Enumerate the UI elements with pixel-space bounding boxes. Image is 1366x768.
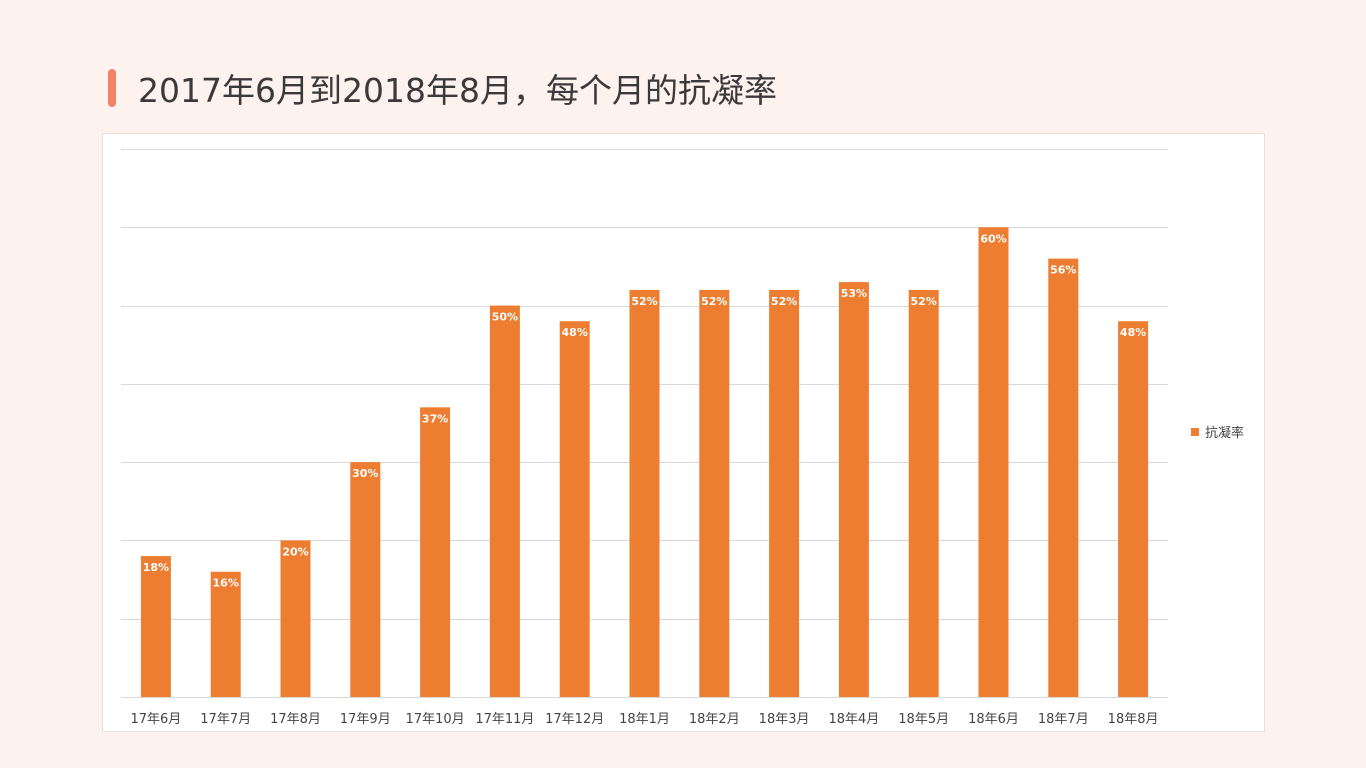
x-axis-tick-labels: 17年6月 17年7月 17年8月 17年9月 17年10月 17年11月 17年12月 18… — [130, 712, 1158, 727]
title-bar: 2017年6月到2018年8月，每个月的抗凝率 — [108, 66, 777, 110]
x-tick-label: 18年2月 — [689, 712, 740, 727]
x-tick-label: 18年5月 — [898, 712, 949, 727]
data-label: 56% — [1050, 264, 1076, 277]
data-label: 37% — [422, 412, 448, 425]
data-label: 52% — [911, 295, 937, 308]
data-label: 53% — [841, 287, 867, 300]
bar — [769, 289, 800, 697]
data-label: 30% — [352, 467, 378, 480]
x-tick-label: 18年3月 — [759, 712, 810, 727]
x-tick-label: 17年11月 — [475, 712, 534, 727]
data-label: 48% — [1120, 326, 1146, 339]
bar — [140, 556, 171, 697]
chart-panel: 18% 16% 20% 30% 37% 50% 48% 52% 52% 52% 53% 52% 60% 5… — [102, 133, 1265, 732]
data-label: 50% — [492, 311, 518, 324]
title-accent-bar — [108, 69, 116, 107]
x-tick-label: 17年8月 — [270, 712, 321, 727]
data-label: 20% — [282, 545, 308, 558]
x-tick-label: 17年7月 — [200, 712, 251, 727]
x-tick-label: 18年7月 — [1038, 712, 1089, 727]
data-label: 52% — [771, 295, 797, 308]
bar — [908, 289, 939, 697]
x-tick-label: 17年6月 — [130, 712, 181, 727]
legend-swatch — [1191, 428, 1199, 436]
bar — [978, 227, 1009, 697]
data-label: 18% — [143, 561, 169, 574]
bar-chart: 18% 16% 20% 30% 37% 50% 48% 52% 52% 52% 53% 52% 60% 5… — [121, 149, 1244, 727]
data-label: 16% — [213, 577, 239, 590]
bar — [629, 289, 660, 697]
data-label: 60% — [980, 232, 1006, 245]
data-label: 52% — [701, 295, 727, 308]
x-tick-label: 17年9月 — [340, 712, 391, 727]
legend-label: 抗凝率 — [1205, 425, 1244, 441]
data-label: 52% — [631, 295, 657, 308]
x-tick-label: 17年10月 — [406, 712, 465, 727]
bar — [420, 407, 451, 697]
x-tick-label: 18年4月 — [828, 712, 879, 727]
bar — [210, 571, 241, 697]
bar — [1118, 321, 1149, 697]
bar — [350, 462, 381, 697]
data-labels: 18% 16% 20% 30% 37% 50% 48% 52% 52% 52% 53% 52% 60% 5… — [143, 232, 1147, 589]
x-tick-label: 18年1月 — [619, 712, 670, 727]
bar — [699, 289, 730, 697]
bar — [1048, 258, 1079, 697]
x-tick-label: 18年6月 — [968, 712, 1019, 727]
bar — [280, 540, 311, 697]
bar — [559, 321, 590, 697]
page-title: 2017年6月到2018年8月，每个月的抗凝率 — [138, 71, 777, 110]
x-tick-label: 17年12月 — [545, 712, 604, 727]
legend: 抗凝率 — [1191, 425, 1244, 441]
bar — [838, 282, 869, 697]
data-label: 48% — [562, 326, 588, 339]
x-tick-label: 18年8月 — [1108, 712, 1159, 727]
bars — [140, 227, 1149, 697]
bar — [489, 305, 520, 697]
